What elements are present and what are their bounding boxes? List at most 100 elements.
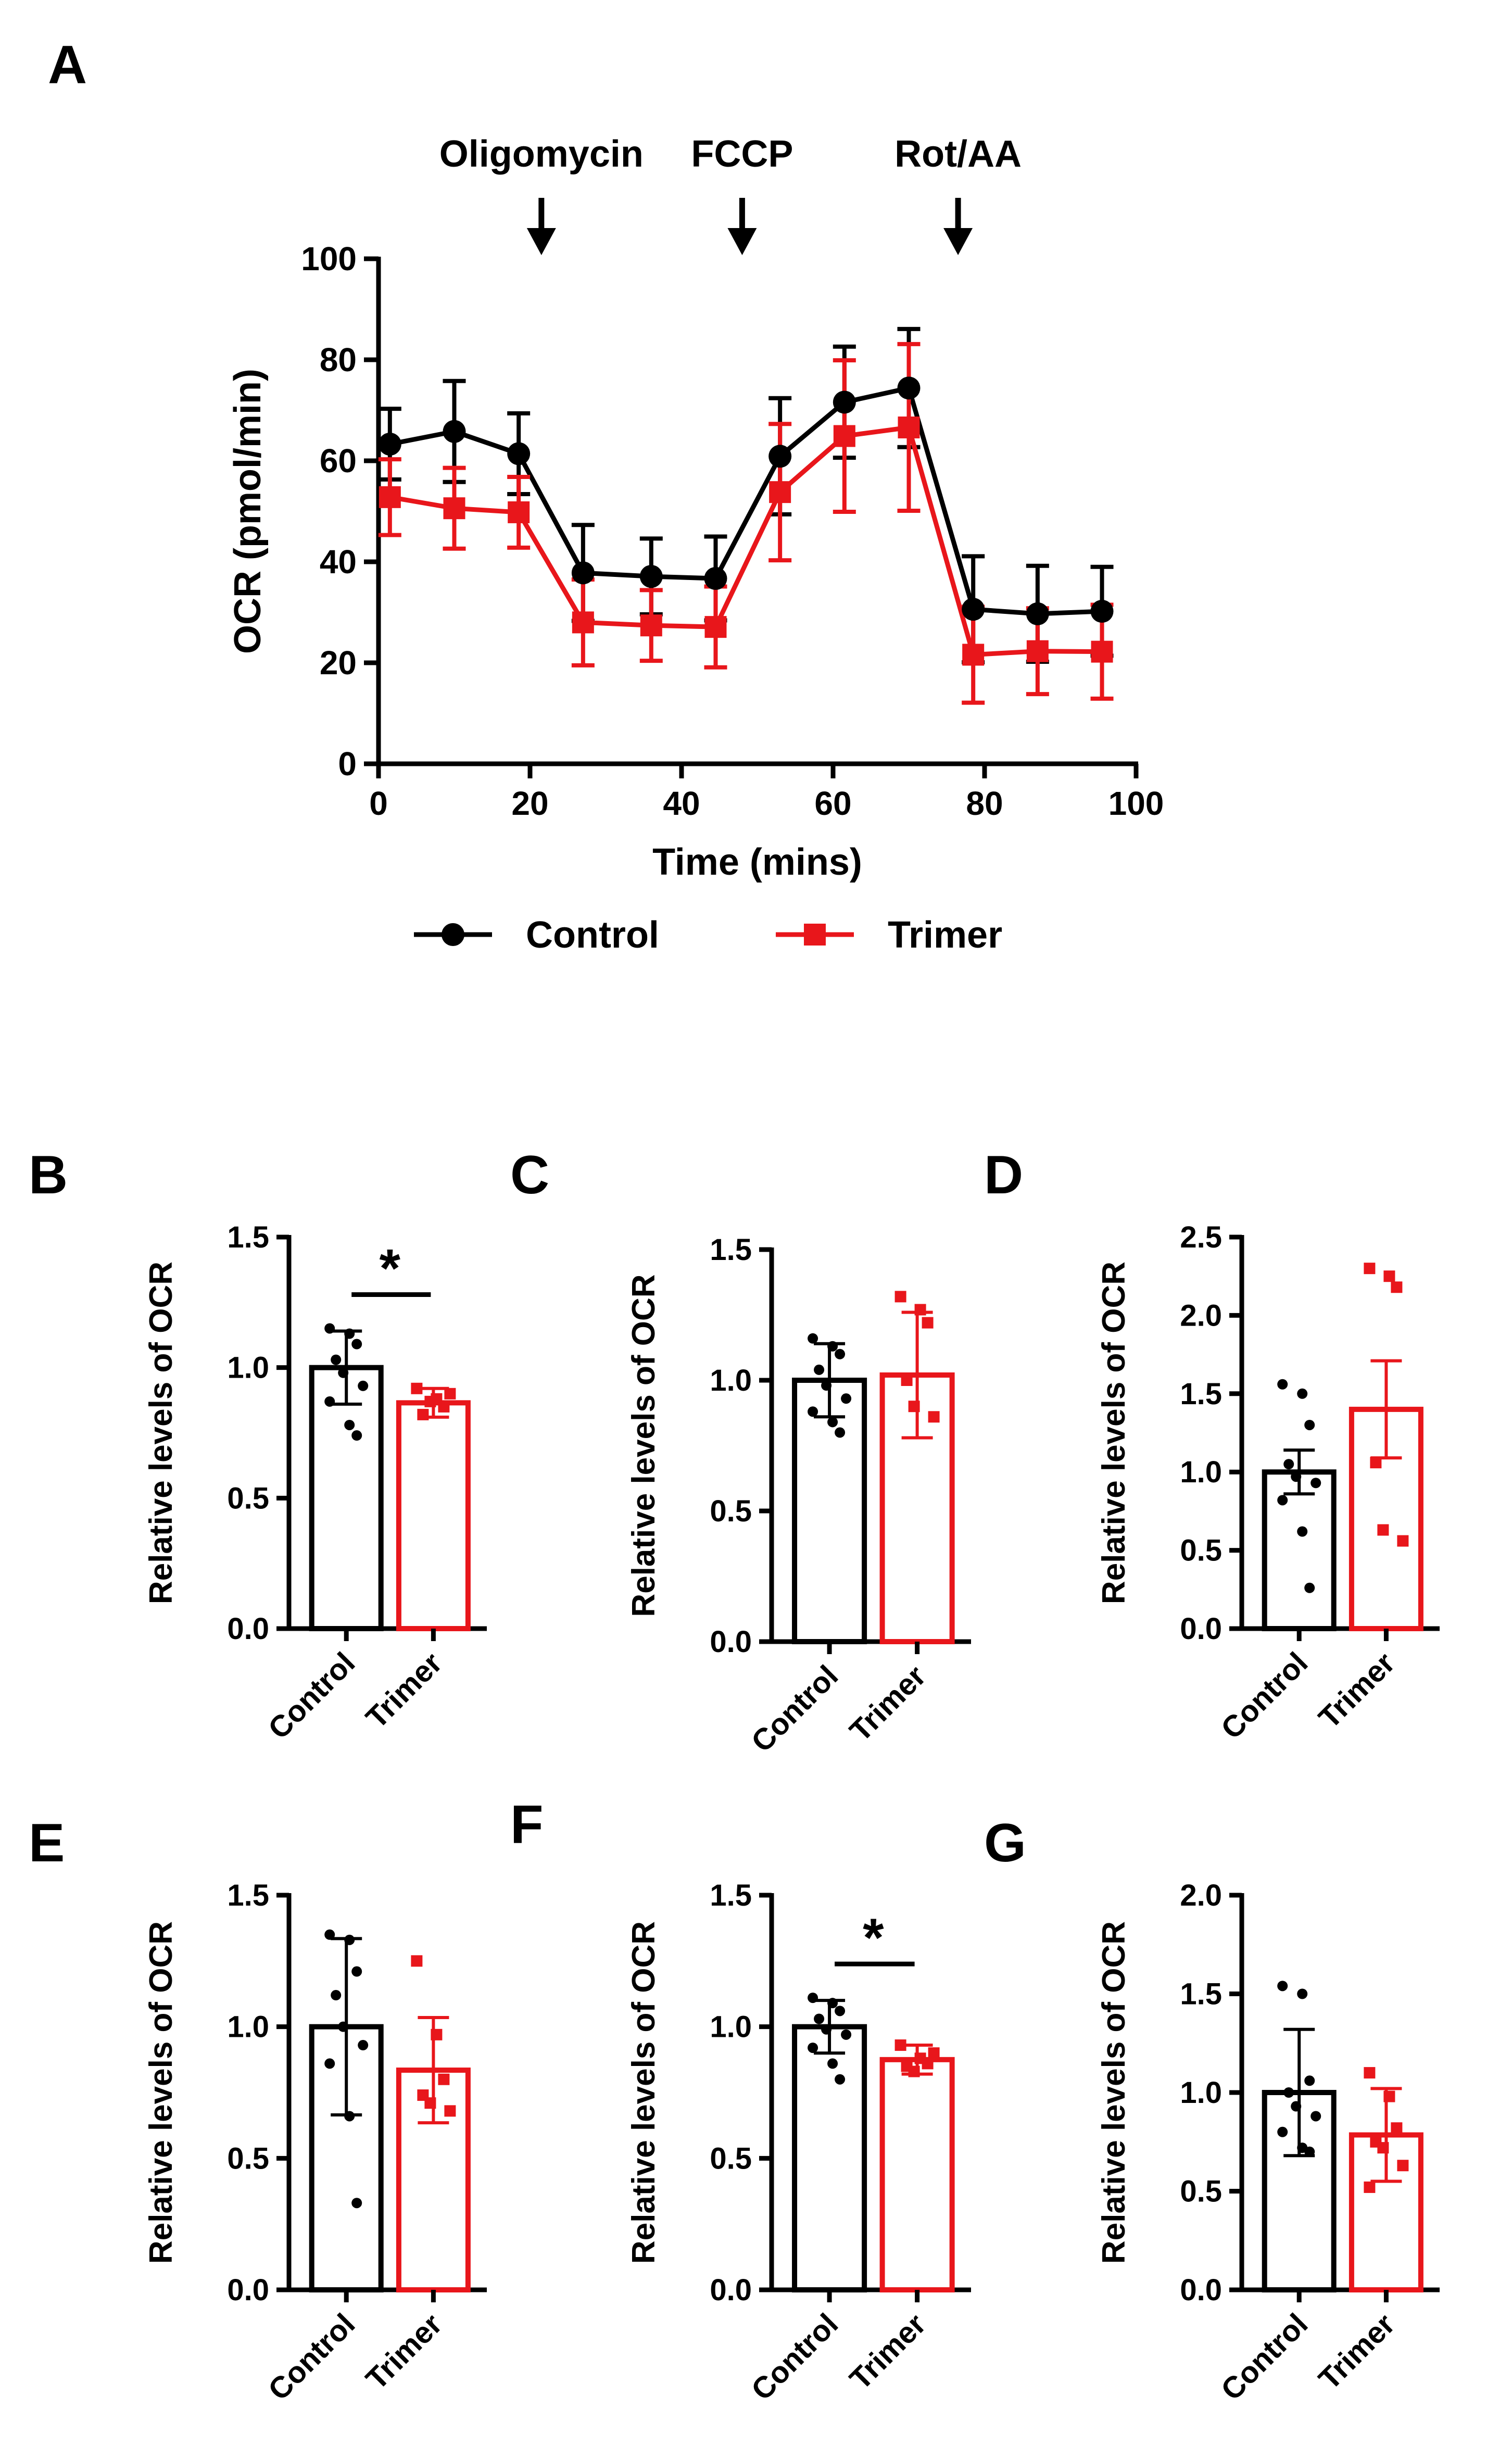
sample-point-trimer xyxy=(1391,1281,1403,1293)
sample-point-control xyxy=(808,1333,818,1344)
sample-point-control xyxy=(1304,1419,1315,1430)
sample-point-control xyxy=(1283,1459,1294,1470)
sample-point-control xyxy=(324,1396,335,1407)
sample-point-trimer xyxy=(1364,2067,1376,2079)
y-tick-label: 1.0 xyxy=(710,2010,752,2044)
y-tick-label: 0.0 xyxy=(227,2273,269,2307)
panel-label-g: G xyxy=(984,1813,1026,1873)
data-point-control xyxy=(1090,600,1114,623)
sample-point-trimer xyxy=(424,1395,436,1407)
sample-point-control xyxy=(808,1993,818,2003)
data-point-control xyxy=(639,565,663,588)
y-tick-label: 0.5 xyxy=(227,2141,269,2175)
sample-point-control xyxy=(1304,1582,1315,1593)
y-tick-label: 1.5 xyxy=(710,1233,752,1267)
sample-point-trimer xyxy=(908,2065,920,2077)
x-tick-label-trimer: Trimer xyxy=(843,1659,932,1748)
x-tick-label-trimer: Trimer xyxy=(1312,1646,1401,1735)
data-point-trimer xyxy=(1026,640,1049,662)
y-tick-label: 1.0 xyxy=(227,1351,269,1385)
data-point-trimer xyxy=(1091,640,1113,663)
sample-point-trimer xyxy=(424,2097,436,2109)
sample-point-control xyxy=(351,1966,362,1977)
x-tick-label-trimer: Trimer xyxy=(359,2307,448,2396)
y-tick-label: 1.0 xyxy=(1180,1455,1222,1489)
y-tick-label: 0.0 xyxy=(1180,1612,1222,1646)
sample-point-control xyxy=(351,1430,362,1441)
data-point-trimer xyxy=(962,644,985,666)
data-point-trimer xyxy=(640,614,662,637)
sample-point-trimer xyxy=(894,2039,906,2051)
sample-point-control xyxy=(1277,1379,1288,1390)
sample-point-trimer xyxy=(922,2058,934,2070)
y-tick-label: 20 xyxy=(320,644,357,682)
y-tick-label: 0.0 xyxy=(1180,2273,1222,2307)
y-tick-label: 0.5 xyxy=(1180,1534,1222,1568)
panel-label-c: C xyxy=(510,1145,549,1205)
panel-label-b: B xyxy=(29,1145,68,1205)
sample-point-control xyxy=(827,1998,838,2009)
x-tick-label-trimer: Trimer xyxy=(359,1646,448,1735)
sample-point-control xyxy=(331,1990,342,2001)
significance-marker: * xyxy=(863,1908,884,1968)
sample-point-trimer xyxy=(417,1408,429,1420)
sample-point-trimer xyxy=(1370,1457,1382,1469)
y-tick-label: 0.5 xyxy=(227,1481,269,1515)
y-tick-label: 0.0 xyxy=(710,2273,752,2307)
y-tick-label: 2.5 xyxy=(1180,1220,1222,1254)
sample-point-trimer xyxy=(1377,1524,1389,1536)
sample-point-control xyxy=(835,1348,846,1359)
sample-point-trimer xyxy=(1397,1535,1409,1547)
data-point-trimer xyxy=(704,616,727,638)
data-point-control xyxy=(443,420,466,443)
sample-point-control xyxy=(331,1354,342,1365)
sample-point-control xyxy=(835,1427,846,1438)
data-point-control xyxy=(833,390,856,414)
sample-point-control xyxy=(351,2198,362,2209)
y-tick-label: 0.0 xyxy=(710,1625,752,1659)
sample-point-trimer xyxy=(1383,2090,1395,2102)
y-tick-label: 100 xyxy=(301,240,357,278)
y-axis-title: Relative levels of OCR xyxy=(1096,1262,1132,1604)
sample-point-control xyxy=(1277,1981,1288,1992)
sample-point-trimer xyxy=(914,1304,926,1316)
sample-point-trimer xyxy=(1364,1263,1376,1275)
sample-point-trimer xyxy=(444,2105,456,2117)
sample-point-control xyxy=(841,2029,852,2040)
chart-e: E 0.0 0.5 1.0 1.5 Relative levels of OCR Contr… xyxy=(29,1813,487,2407)
sample-point-control xyxy=(1291,2101,1302,2112)
sample-point-control xyxy=(814,1364,825,1375)
sample-point-trimer xyxy=(901,1375,913,1386)
y-tick-label: 1.0 xyxy=(1180,2076,1222,2110)
sample-point-control xyxy=(338,1367,349,1378)
legend-marker-trimer xyxy=(804,924,826,946)
chart-b: B 0.0 0.5 1.0 1.5 Relative levels of OCR Contr… xyxy=(29,1145,487,1746)
sample-point-control xyxy=(841,1393,852,1404)
data-point-trimer xyxy=(769,481,791,503)
legend-label-trimer: Trimer xyxy=(888,914,1002,956)
y-tick-label: 1.5 xyxy=(1180,1977,1222,2011)
sample-point-control xyxy=(1304,2146,1315,2157)
drug-annotation-label: FCCP xyxy=(691,133,793,175)
data-point-trimer xyxy=(379,486,401,508)
x-tick-label-control: Control xyxy=(1215,2307,1315,2407)
x-tick-label-control: Control xyxy=(745,2307,845,2407)
legend-marker-control xyxy=(442,923,464,946)
y-tick-label: 60 xyxy=(320,442,357,480)
x-tick-label-control: Control xyxy=(1215,1646,1315,1746)
chart-a: A 0 20 40 60 80 100 0 20 40 60 80 100 Time (mins) OCR … xyxy=(48,35,1164,956)
sample-point-trimer xyxy=(928,1411,940,1423)
sample-point-trimer xyxy=(908,1401,920,1413)
y-tick-label: 1.5 xyxy=(227,1879,269,1912)
data-point-control xyxy=(378,432,401,456)
data-point-control xyxy=(1026,602,1049,625)
x-tick-label: 20 xyxy=(511,785,548,822)
sample-point-trimer xyxy=(411,1955,423,1967)
x-tick-label: 40 xyxy=(663,785,700,822)
sample-point-trimer xyxy=(1377,2142,1389,2154)
sample-point-control xyxy=(344,1419,355,1430)
x-tick-label: 100 xyxy=(1108,785,1164,822)
sample-point-trimer xyxy=(1397,2160,1409,2172)
y-axis-title: Relative levels of OCR xyxy=(143,1262,179,1604)
